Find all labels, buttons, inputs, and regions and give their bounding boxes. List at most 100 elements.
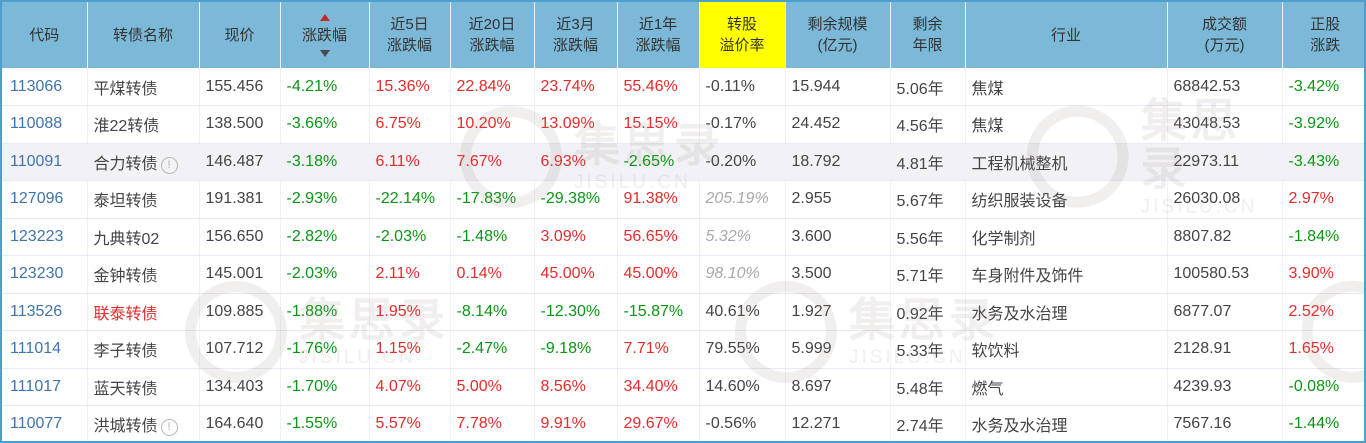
cell-chg1y: 56.65% (617, 218, 700, 256)
col-header-label: 涨跌幅 (469, 37, 515, 54)
cell-value: 化学制剂 (971, 230, 1036, 248)
bond-code-link[interactable]: 110088 (10, 115, 63, 133)
col-header-name[interactable]: 转债名称 (87, 2, 200, 68)
col-header-premium[interactable]: 转股 溢价率 (699, 2, 786, 68)
cell-price: 191.381 (199, 180, 281, 219)
cell-name: 淮22转债 (87, 105, 200, 144)
cell-size: 1.927 (785, 293, 891, 331)
cell-chg5d: 5.57% (369, 405, 451, 441)
cell-chg1y: -15.87% (617, 293, 700, 331)
cell-chg20d: -8.14% (450, 293, 535, 331)
cell-value: 7.71% (623, 340, 669, 358)
cell-size: 3.500 (785, 255, 891, 294)
cell-industry: 工程机械整机 (965, 143, 1168, 181)
info-icon[interactable]: ! (160, 419, 178, 437)
cell-value: 2.955 (791, 190, 832, 208)
col-header-turnover[interactable]: 成交额 (万元) (1167, 2, 1283, 68)
col-header-label: 成交额 (1201, 16, 1247, 33)
cell-value: 13.09% (540, 115, 595, 133)
col-header-chg20d[interactable]: 近20日 涨跌幅 (450, 2, 535, 68)
bond-code-link[interactable]: 123223 (10, 227, 64, 245)
table-row: 123223 九典转02 156.650 -2.82% -2.03% -1.48% 3.09… (2, 218, 1364, 256)
cell-value: 15.15% (623, 115, 678, 133)
cell-value: 26030.08 (1173, 190, 1241, 208)
cell-years: 4.81年 (890, 143, 966, 181)
col-header-label: 涨跌幅 (635, 37, 681, 54)
bond-code-link[interactable]: 113066 (10, 77, 63, 95)
cell-value: 8807.82 (1173, 227, 1232, 245)
cell-industry: 焦煤 (965, 105, 1168, 144)
cell-stockChange: 2.97% (1282, 180, 1364, 219)
info-icon[interactable]: ! (160, 156, 178, 174)
bond-code-link[interactable]: 111014 (10, 340, 62, 358)
cell-change: -1.88% (280, 293, 370, 331)
cell-industry: 软饮料 (965, 330, 1168, 369)
cell-value: 焦煤 (971, 80, 1004, 98)
cell-stockChange: -1.84% (1282, 218, 1364, 256)
cell-value: 0.92年 (896, 305, 944, 323)
bond-code-link[interactable]: 113526 (10, 302, 63, 320)
table-row: 127096 泰坦转债 191.381 -2.93% -22.14% -17.83% -29… (2, 180, 1364, 219)
cell-name: 平煤转债 (87, 68, 200, 106)
col-header-years[interactable]: 剩余 年限 (890, 2, 966, 68)
cell-value: 91.38% (623, 190, 678, 208)
cell-value: 7.78% (456, 415, 502, 433)
cell-years: 5.67年 (890, 180, 966, 219)
cell-chg20d: 10.20% (450, 105, 535, 144)
cell-size: 15.944 (785, 68, 891, 106)
col-header-industry[interactable]: 行业 (965, 2, 1168, 68)
col-header-label: (万元) (1204, 37, 1245, 54)
cell-value: 6.93% (540, 152, 586, 170)
cell-value: 14.60% (705, 377, 760, 395)
col-header-label: 转债名称 (112, 26, 173, 44)
cell-size: 3.600 (785, 218, 891, 256)
bond-code-link[interactable]: 111017 (10, 377, 62, 395)
cell-value: -3.92% (1288, 115, 1340, 133)
cell-chg20d: 0.14% (450, 255, 535, 294)
cell-value: -2.82% (286, 227, 338, 245)
cell-code: 127096 (2, 180, 88, 219)
cell-value: -0.56% (705, 415, 757, 433)
cell-value: 29.67% (623, 415, 678, 433)
sort-desc-icon[interactable] (319, 49, 330, 57)
cell-value: 18.792 (791, 152, 841, 170)
cell-years: 5.33年 (890, 330, 966, 369)
bond-code-link[interactable]: 110091 (10, 152, 63, 170)
table-row: 110091 合力转债! 146.487 -3.18% 6.11% 7.67% 6.93% -… (2, 143, 1364, 181)
col-header-chg5d[interactable]: 近5日 涨跌幅 (369, 2, 451, 68)
cell-value: 5.57% (375, 415, 421, 433)
cell-chg1y: 34.40% (617, 368, 700, 406)
cell-value: 7567.16 (1173, 415, 1232, 433)
cell-value: -0.08% (1288, 377, 1340, 395)
header-row: 代码 转债名称 现价 涨跌幅 近5日 涨跌幅 近20日 涨跌幅 近3月 涨跌幅 近1年 涨跌幅 转股 溢价… (2, 2, 1364, 68)
col-header-stockChange[interactable]: 正股 涨跌 (1282, 2, 1364, 68)
bond-code-link[interactable]: 123230 (10, 265, 64, 283)
col-header-chg3m[interactable]: 近3月 涨跌幅 (534, 2, 618, 68)
cell-name: 泰坦转债 (87, 180, 200, 219)
cell-value: 22973.11 (1173, 152, 1240, 170)
col-header-label: 近3月 (556, 16, 595, 33)
col-header-label: 正股 (1310, 16, 1341, 33)
bond-code-link[interactable]: 110077 (10, 415, 63, 433)
cell-value: 98.10% (705, 265, 760, 283)
table-row: 111017 蓝天转债 134.403 -1.70% 4.07% 5.00% 8.56% 34… (2, 368, 1364, 406)
cell-price: 155.456 (199, 68, 281, 106)
col-header-label: 代码 (29, 26, 60, 44)
col-header-chg1y[interactable]: 近1年 涨跌幅 (617, 2, 700, 68)
cell-value: 1.65% (1288, 340, 1334, 358)
cell-value: -3.43% (1288, 152, 1340, 170)
col-header-size[interactable]: 剩余规模 (亿元) (785, 2, 891, 68)
col-header-change[interactable]: 涨跌幅 (280, 2, 370, 68)
cell-value: 23.74% (540, 77, 595, 95)
bond-code-link[interactable]: 127096 (10, 190, 64, 208)
cell-code: 123230 (2, 255, 88, 294)
cell-value: -8.14% (456, 302, 508, 320)
cell-stockChange: 1.65% (1282, 330, 1364, 369)
cell-chg20d: 5.00% (450, 368, 535, 406)
col-header-code[interactable]: 代码 (2, 2, 88, 68)
col-header-price[interactable]: 现价 (199, 2, 281, 68)
cell-value: -3.66% (286, 115, 338, 133)
sort-asc-icon[interactable] (319, 13, 330, 21)
table-row: 123230 金钟转债 145.001 -2.03% 2.11% 0.14% 45.00% 4… (2, 255, 1364, 294)
